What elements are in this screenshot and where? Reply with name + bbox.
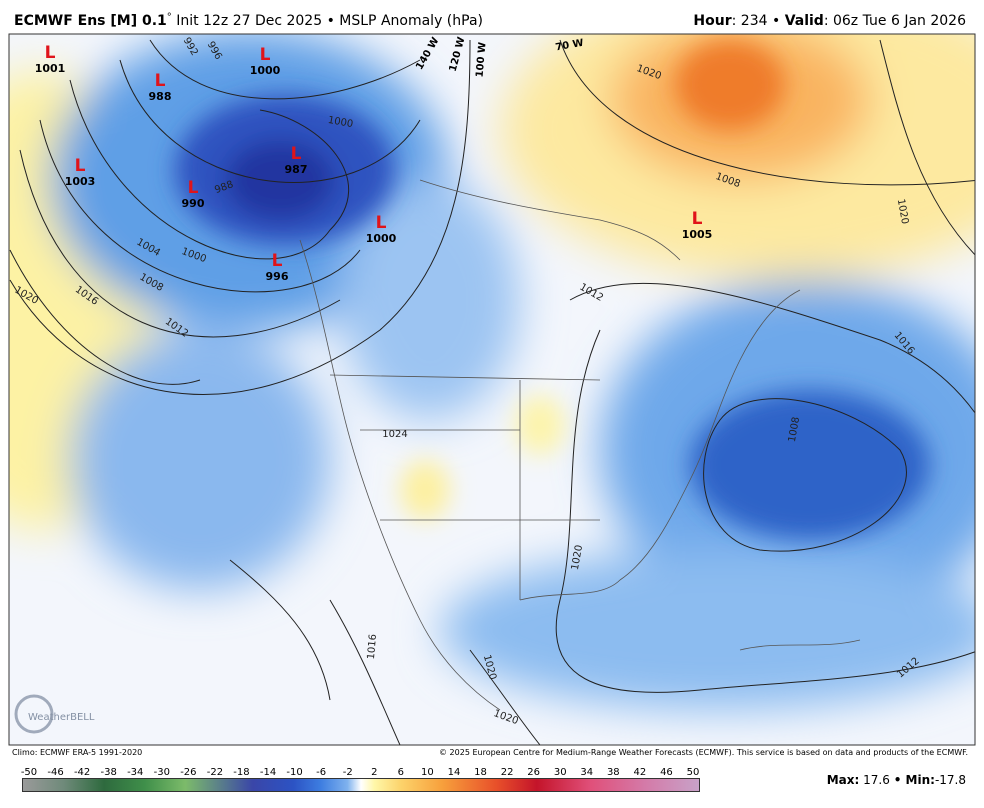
colorbar-tick-label: 38 — [607, 767, 620, 778]
header-right: Hour: 234 • Valid: 06z Tue 6 Jan 2026 — [693, 13, 966, 29]
min-value: -17.8 — [935, 773, 966, 787]
copyright: © 2025 European Centre for Medium-Range … — [439, 748, 968, 757]
low-pressure: 1000 — [366, 232, 397, 245]
colorbar-tick-label: 18 — [474, 767, 487, 778]
colorbar-tick-label: -38 — [101, 767, 117, 778]
low-pressure: 990 — [182, 197, 205, 210]
coastlines — [299, 179, 861, 711]
contour-label: 1020 — [570, 544, 585, 571]
colorbar-tick-label: 42 — [634, 767, 647, 778]
low-symbol: L — [75, 156, 86, 176]
low-pressure: 987 — [285, 163, 308, 176]
longitude-label: 100 W — [474, 42, 488, 78]
colorbar-tick-label: 34 — [580, 767, 593, 778]
low-symbol: L — [155, 71, 166, 91]
low-pressure: 1003 — [65, 175, 96, 188]
low-symbol: L — [260, 45, 271, 65]
contour-label: 1016 — [366, 634, 379, 660]
max-label: Max: — [827, 773, 860, 787]
header-part: Hour — [693, 13, 731, 29]
colorbar-tick-label: 10 — [421, 767, 434, 778]
low-pressure: 1000 — [250, 64, 281, 77]
header-part: : 06z Tue 6 Jan 2026 — [824, 13, 966, 29]
colorbar-tick-label: 50 — [687, 767, 700, 778]
colorbar-tick-label: -46 — [47, 767, 63, 778]
logo: WeatherBELL — [14, 694, 95, 734]
anomaly-shading — [9, 34, 975, 710]
longitude-label: 70 W — [555, 38, 585, 54]
low-symbol: L — [291, 144, 302, 164]
low-symbol: L — [45, 43, 56, 63]
colorbar-tick-label: -14 — [260, 767, 276, 778]
low-pressure: 1005 — [682, 228, 713, 241]
contour-label: 1024 — [382, 429, 407, 440]
min-label: • Min: — [894, 773, 935, 787]
colorbar-tick-label: 30 — [554, 767, 567, 778]
header-part: ECMWF Ens [M] 0.1 — [14, 13, 167, 29]
logo-text: WeatherBELL — [28, 712, 95, 723]
low-symbol: L — [692, 209, 703, 229]
colorbar-tick-label: -34 — [127, 767, 143, 778]
colorbar-tick-label: 6 — [398, 767, 404, 778]
header-part: ° — [167, 12, 172, 23]
contour-label: 1000 — [327, 115, 354, 130]
colorbar-tick-label: -10 — [286, 767, 302, 778]
low-symbol: L — [188, 178, 199, 198]
colorbar — [22, 778, 700, 792]
low-symbol: L — [376, 213, 387, 233]
header-part: : 234 • — [732, 13, 785, 29]
map-frame — [8, 33, 976, 746]
header-part: Init 12z 27 Dec 2025 • MSLP Anomaly (hPa… — [172, 13, 483, 29]
colorbar-tick-label: 22 — [501, 767, 514, 778]
colorbar-tick-label: -18 — [233, 767, 249, 778]
max-value: 17.6 — [863, 773, 890, 787]
colorbar-tick-label: -50 — [21, 767, 37, 778]
colorbar-tick-label: 2 — [371, 767, 377, 778]
contour-label: 1008 — [787, 416, 802, 443]
colorbar-tick-label: -26 — [180, 767, 196, 778]
colorbar-tick-label: 14 — [448, 767, 461, 778]
colorbar-tick-label: 46 — [660, 767, 673, 778]
max-min: Max: 17.6 • Min:-17.8 — [827, 773, 966, 787]
anomaly-core — [175, 40, 930, 540]
colorbar-tick-label: -6 — [316, 767, 326, 778]
low-pressure: 996 — [266, 270, 289, 283]
colorbar-tick-label: -42 — [74, 767, 90, 778]
colorbar-tick-label: -2 — [343, 767, 353, 778]
climo-note: Climo: ECMWF ERA-5 1991-2020 — [12, 748, 142, 757]
header-left: ECMWF Ens [M] 0.1° Init 12z 27 Dec 2025 … — [14, 12, 483, 30]
map — [9, 34, 975, 745]
isobars — [9, 39, 975, 745]
low-pressure: 988 — [149, 90, 172, 103]
low-pressure: 1001 — [35, 62, 66, 75]
colorbar-tick-label: -30 — [154, 767, 170, 778]
colorbar-tick-label: 26 — [527, 767, 540, 778]
low-symbol: L — [272, 251, 283, 271]
header-part: Valid — [785, 13, 824, 29]
contour-label: 1020 — [895, 198, 910, 225]
colorbar-tick-label: -22 — [207, 767, 223, 778]
